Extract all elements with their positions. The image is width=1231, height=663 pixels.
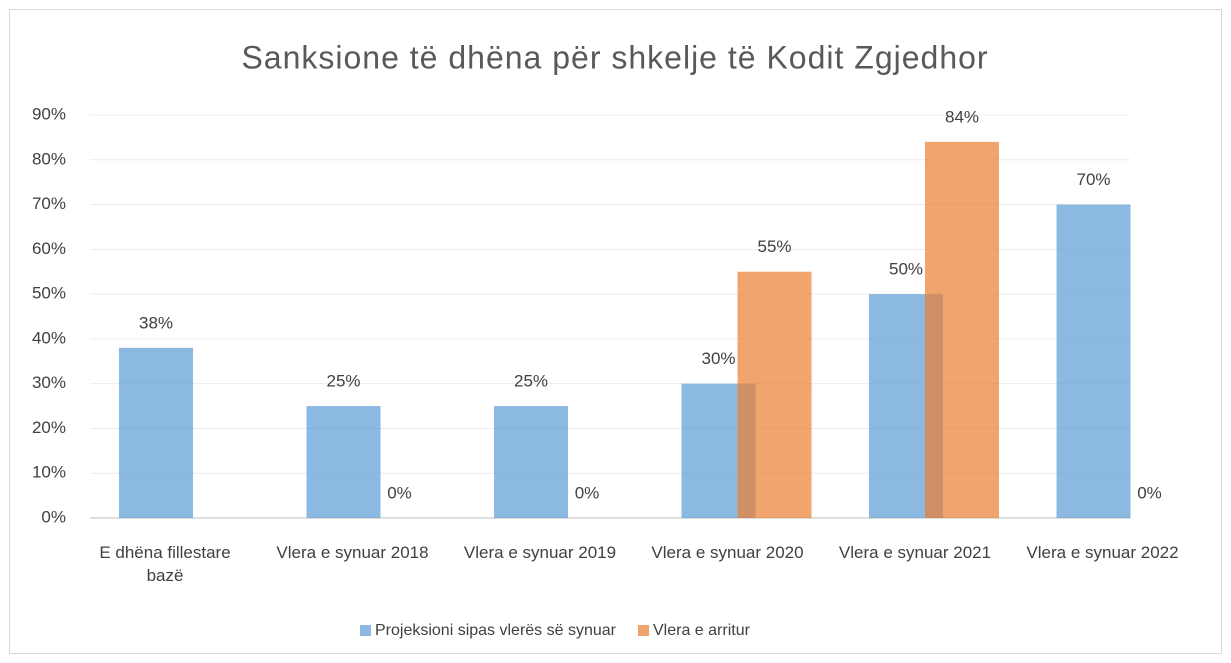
y-tick-label: 0% — [41, 507, 66, 526]
y-tick-label: 30% — [32, 373, 66, 392]
data-label: 50% — [889, 260, 923, 279]
bar — [119, 347, 193, 518]
bar — [494, 406, 568, 518]
data-label: 0% — [575, 483, 600, 502]
data-label: 70% — [1076, 170, 1110, 189]
legend-swatch — [360, 625, 371, 636]
data-label: 30% — [701, 349, 735, 368]
x-tick-label: Vlera e synuar 2020 — [651, 543, 804, 562]
y-tick-label: 50% — [32, 284, 66, 303]
x-tick-label: Vlera e synuar 2021 — [838, 543, 992, 562]
x-tick-label: Vlera e synuar 2022 — [1026, 543, 1179, 562]
x-tick-label: E dhëna fillestare bazë — [99, 543, 231, 585]
data-label: 25% — [514, 372, 548, 391]
data-label: 0% — [1137, 483, 1162, 502]
legend-label: Vlera e arritur — [653, 622, 751, 639]
chart-border — [9, 9, 1222, 654]
data-label: 38% — [139, 313, 173, 332]
data-label: 25% — [326, 372, 360, 391]
bar — [737, 271, 812, 518]
y-tick-label: 90% — [32, 104, 66, 123]
data-label: 84% — [945, 107, 979, 126]
y-tick-label: 20% — [32, 418, 66, 437]
x-tick-label: Vlera e synuar 2019 — [463, 543, 617, 562]
y-tick-label: 60% — [32, 239, 66, 258]
data-label: 0% — [387, 483, 412, 502]
chart-title: Sanksione të dhëna për shkelje të Kodit … — [241, 39, 988, 75]
bar — [925, 141, 999, 518]
y-tick-label: 70% — [32, 194, 66, 213]
legend-swatch — [638, 625, 649, 636]
bar — [306, 406, 381, 518]
data-label: 55% — [757, 237, 791, 256]
bar — [1056, 204, 1131, 519]
x-tick-label: Vlera e synuar 2018 — [276, 543, 429, 562]
y-tick-label: 40% — [32, 328, 66, 347]
y-tick-label: 10% — [32, 463, 66, 482]
legend-label: Projeksioni sipas vlerës së synuar — [375, 622, 617, 639]
y-tick-label: 80% — [32, 149, 66, 168]
